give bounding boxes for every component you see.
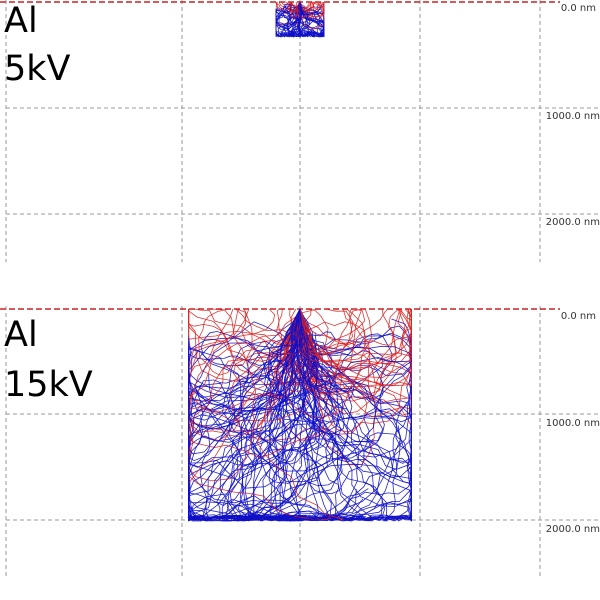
backscattered-electron-path [284,308,373,419]
electron-path [188,308,318,455]
backscattered-electron-path [299,1,325,18]
simulation-panel-15kv: 0.0 nm 1000.0 nm 2000.0 nm Al 15kV [0,306,600,586]
material-label: Al [4,1,38,41]
electron-path [275,1,303,20]
trajectory-plot-15kv: 0.0 nm 1000.0 nm 2000.0 nm [0,306,600,578]
material-label: Al [4,315,38,355]
electron-path [275,1,302,38]
electron-trajectories [275,1,325,39]
depth-label-0: 0.0 nm [561,3,596,14]
backscattered-electron-path [299,308,363,355]
electron-path [299,308,412,520]
grid-lines [5,0,600,262]
electron-path [276,308,412,464]
voltage-label: 15kV [4,365,93,405]
electron-path [188,309,301,520]
electron-path [188,308,345,519]
backscattered-electron-path [299,308,354,357]
depth-label-2000: 2000.0 nm [546,217,600,228]
trajectory-plot-5kv: 0.0 nm 1000.0 nm 2000.0 nm [0,0,600,262]
backscattered-electron-path [188,308,306,362]
electron-path [298,1,316,38]
depth-label-0: 0.0 nm [561,311,596,322]
depth-label-1000: 1000.0 nm [546,111,600,122]
electron-path [283,1,315,38]
electron-path [275,1,303,32]
voltage-label: 5kV [4,49,71,89]
electron-path [220,308,381,521]
backscattered-electron-path [188,308,344,521]
electron-path [236,308,321,522]
electron-path [228,308,360,522]
electron-path [188,308,412,521]
electron-path [299,1,325,38]
depth-label-1000: 1000.0 nm [546,418,600,429]
backscattered-electron-path [299,308,412,388]
depth-label-2000: 2000.0 nm [546,524,600,535]
electron-trajectories [187,308,413,523]
electron-path [290,308,388,522]
electron-path [222,308,412,484]
backscattered-electron-path [275,1,301,11]
simulation-panel-5kv: 0.0 nm 1000.0 nm 2000.0 nm Al 5kV [0,0,600,270]
backscattered-electron-path [299,308,388,345]
backscattered-electron-path [299,308,371,371]
